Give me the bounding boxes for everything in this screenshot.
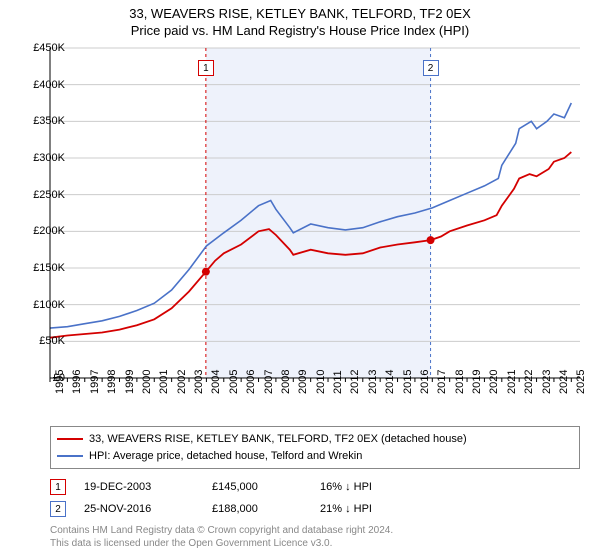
- y-tick-label: £250K: [15, 189, 65, 201]
- y-tick-label: £50K: [15, 335, 65, 347]
- x-tick-label: 1999: [124, 370, 136, 394]
- x-tick-label: 2012: [349, 370, 361, 394]
- legend-swatch-property: [57, 438, 83, 440]
- x-tick-label: 1998: [106, 370, 118, 394]
- x-tick-label: 1997: [89, 370, 101, 394]
- legend-item-property: 33, WEAVERS RISE, KETLEY BANK, TELFORD, …: [57, 431, 573, 448]
- legend-swatch-hpi: [57, 455, 83, 457]
- x-tick-label: 2004: [210, 370, 222, 394]
- marker-badge: 2: [423, 60, 439, 76]
- chart-container: 33, WEAVERS RISE, KETLEY BANK, TELFORD, …: [0, 0, 600, 560]
- sale-delta-1: 16% ↓ HPI: [320, 481, 372, 493]
- x-tick-label: 2025: [575, 370, 587, 394]
- x-tick-label: 2020: [488, 370, 500, 394]
- y-tick-label: £100K: [15, 299, 65, 311]
- sale-row-2: 2 25-NOV-2016 £188,000 21% ↓ HPI: [50, 498, 580, 520]
- y-tick-label: £200K: [15, 225, 65, 237]
- x-tick-label: 2007: [263, 370, 275, 394]
- title-line-1: 33, WEAVERS RISE, KETLEY BANK, TELFORD, …: [0, 6, 600, 23]
- sale-delta-2: 21% ↓ HPI: [320, 503, 372, 515]
- x-tick-label: 2005: [228, 370, 240, 394]
- x-tick-label: 2009: [297, 370, 309, 394]
- sale-badge-1: 1: [50, 479, 66, 495]
- title-line-2: Price paid vs. HM Land Registry's House …: [0, 23, 600, 40]
- footer-line-1: Contains HM Land Registry data © Crown c…: [50, 524, 580, 537]
- plot-svg: [50, 48, 580, 378]
- y-tick-label: £350K: [15, 115, 65, 127]
- x-tick-label: 2011: [332, 370, 344, 394]
- legend-item-hpi: HPI: Average price, detached house, Telf…: [57, 448, 573, 465]
- x-tick-label: 2001: [158, 370, 170, 394]
- x-tick-label: 2006: [245, 370, 257, 394]
- x-tick-label: 1995: [54, 370, 66, 394]
- x-tick-label: 2016: [419, 370, 431, 394]
- sale-records: 1 19-DEC-2003 £145,000 16% ↓ HPI 2 25-NO…: [50, 476, 580, 520]
- x-tick-label: 2021: [506, 370, 518, 394]
- chart-title: 33, WEAVERS RISE, KETLEY BANK, TELFORD, …: [0, 0, 600, 40]
- x-tick-label: 2018: [454, 370, 466, 394]
- x-tick-label: 2017: [436, 370, 448, 394]
- x-tick-label: 2015: [402, 370, 414, 394]
- y-tick-label: £150K: [15, 262, 65, 274]
- legend: 33, WEAVERS RISE, KETLEY BANK, TELFORD, …: [50, 426, 580, 469]
- y-tick-label: £400K: [15, 79, 65, 91]
- x-tick-label: 2024: [558, 370, 570, 394]
- plot-area: [50, 48, 580, 378]
- x-tick-label: 2019: [471, 370, 483, 394]
- y-tick-label: £300K: [15, 152, 65, 164]
- x-tick-label: 2008: [280, 370, 292, 394]
- sale-price-1: £145,000: [212, 481, 302, 493]
- x-tick-label: 2000: [141, 370, 153, 394]
- x-tick-label: 2003: [193, 370, 205, 394]
- legend-label-hpi: HPI: Average price, detached house, Telf…: [89, 448, 362, 465]
- sale-price-2: £188,000: [212, 503, 302, 515]
- sale-row-1: 1 19-DEC-2003 £145,000 16% ↓ HPI: [50, 476, 580, 498]
- footer: Contains HM Land Registry data © Crown c…: [50, 524, 580, 550]
- sale-date-2: 25-NOV-2016: [84, 503, 194, 515]
- legend-label-property: 33, WEAVERS RISE, KETLEY BANK, TELFORD, …: [89, 431, 467, 448]
- sale-badge-2: 2: [50, 501, 66, 517]
- x-tick-label: 2002: [176, 370, 188, 394]
- x-tick-label: 2010: [315, 370, 327, 394]
- x-tick-label: 2013: [367, 370, 379, 394]
- x-tick-label: 2014: [384, 370, 396, 394]
- x-tick-label: 2022: [523, 370, 535, 394]
- footer-line-2: This data is licensed under the Open Gov…: [50, 537, 580, 550]
- sale-date-1: 19-DEC-2003: [84, 481, 194, 493]
- x-tick-label: 1996: [71, 370, 83, 394]
- x-tick-label: 2023: [541, 370, 553, 394]
- y-tick-label: £450K: [15, 42, 65, 54]
- marker-badge: 1: [198, 60, 214, 76]
